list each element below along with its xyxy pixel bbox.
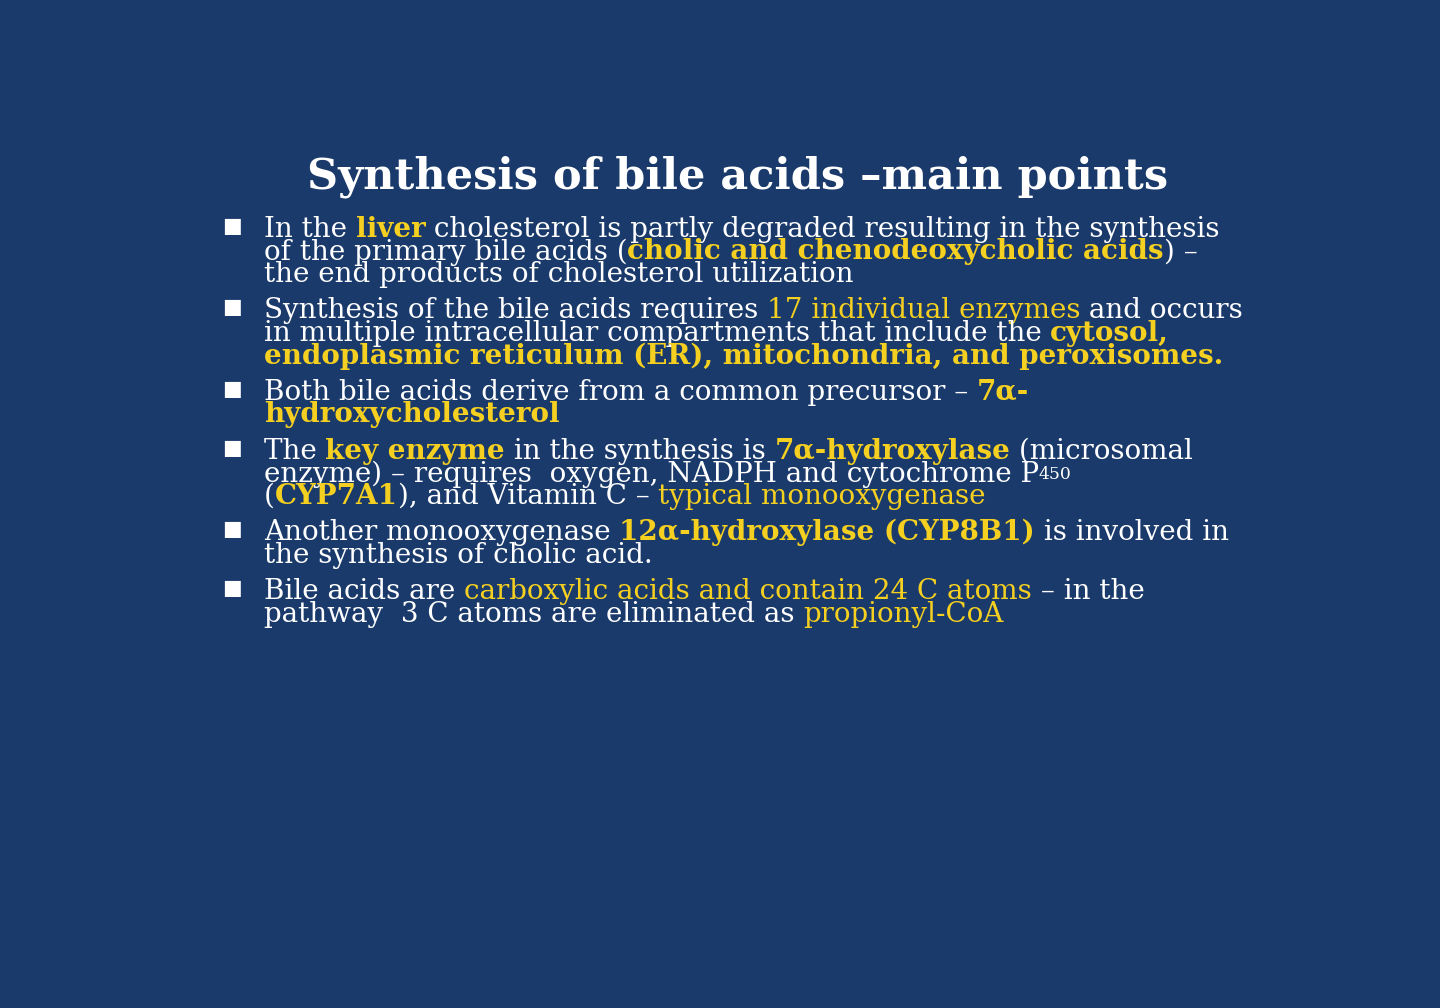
Text: the end products of cholesterol utilization: the end products of cholesterol utilizat… (264, 261, 852, 287)
Text: enzyme) – requires  oxygen, NADPH and cytochrome P: enzyme) – requires oxygen, NADPH and cyt… (264, 460, 1038, 488)
Text: The: The (264, 437, 325, 465)
Text: Synthesis of bile acids –main points: Synthesis of bile acids –main points (307, 156, 1169, 199)
Text: endoplasmic reticulum (ER), mitochondria, and peroxisomes.: endoplasmic reticulum (ER), mitochondria… (264, 342, 1223, 370)
Text: cholesterol is partly degraded resulting in the synthesis: cholesterol is partly degraded resulting… (425, 216, 1220, 243)
Text: hydroxycholesterol: hydroxycholesterol (264, 401, 559, 428)
Text: 17 individual enzymes: 17 individual enzymes (768, 297, 1080, 325)
Text: and occurs: and occurs (1080, 297, 1243, 325)
Text: ■: ■ (222, 297, 242, 318)
Text: typical monooxygenase: typical monooxygenase (658, 483, 986, 510)
Text: ■: ■ (222, 216, 242, 236)
Text: pathway  3 C atoms are eliminated as: pathway 3 C atoms are eliminated as (264, 601, 804, 628)
Text: in the synthesis is: in the synthesis is (505, 437, 775, 465)
Text: Bile acids are: Bile acids are (264, 579, 464, 605)
Text: liver: liver (356, 216, 425, 243)
Text: is involved in: is involved in (1035, 519, 1228, 546)
Text: Another monooxygenase: Another monooxygenase (264, 519, 619, 546)
Text: CYP7A1: CYP7A1 (275, 483, 397, 510)
Text: ), and Vitamin C –: ), and Vitamin C – (397, 483, 658, 510)
Text: Synthesis of the bile acids requires: Synthesis of the bile acids requires (264, 297, 768, 325)
Text: – in the: – in the (1031, 579, 1145, 605)
Text: Both bile acids derive from a common precursor –: Both bile acids derive from a common pre… (264, 379, 976, 405)
Text: ■: ■ (222, 579, 242, 598)
Text: ■: ■ (222, 519, 242, 539)
Text: In the: In the (264, 216, 356, 243)
Text: carboxylic acids and contain 24 C atoms: carboxylic acids and contain 24 C atoms (464, 579, 1031, 605)
Text: key enzyme: key enzyme (325, 437, 505, 465)
Text: ■: ■ (222, 437, 242, 458)
Text: cytosol,: cytosol, (1050, 320, 1169, 347)
Text: 12α-hydroxylase (CYP8B1): 12α-hydroxylase (CYP8B1) (619, 519, 1035, 546)
Text: 7α-hydroxylase: 7α-hydroxylase (775, 437, 1011, 465)
Text: cholic and chenodeoxycholic acids: cholic and chenodeoxycholic acids (628, 238, 1164, 265)
Text: in multiple intracellular compartments that include the: in multiple intracellular compartments t… (264, 320, 1050, 347)
Text: 450: 450 (1038, 467, 1071, 484)
Text: propionyl-CoA: propionyl-CoA (804, 601, 1004, 628)
Text: 7α-: 7α- (976, 379, 1030, 405)
Text: (microsomal: (microsomal (1011, 437, 1194, 465)
Text: of the primary bile acids (: of the primary bile acids ( (264, 238, 628, 265)
Text: ) –: ) – (1164, 238, 1198, 265)
Text: the synthesis of cholic acid.: the synthesis of cholic acid. (264, 541, 652, 569)
Text: (: ( (264, 483, 275, 510)
Text: ■: ■ (222, 379, 242, 398)
